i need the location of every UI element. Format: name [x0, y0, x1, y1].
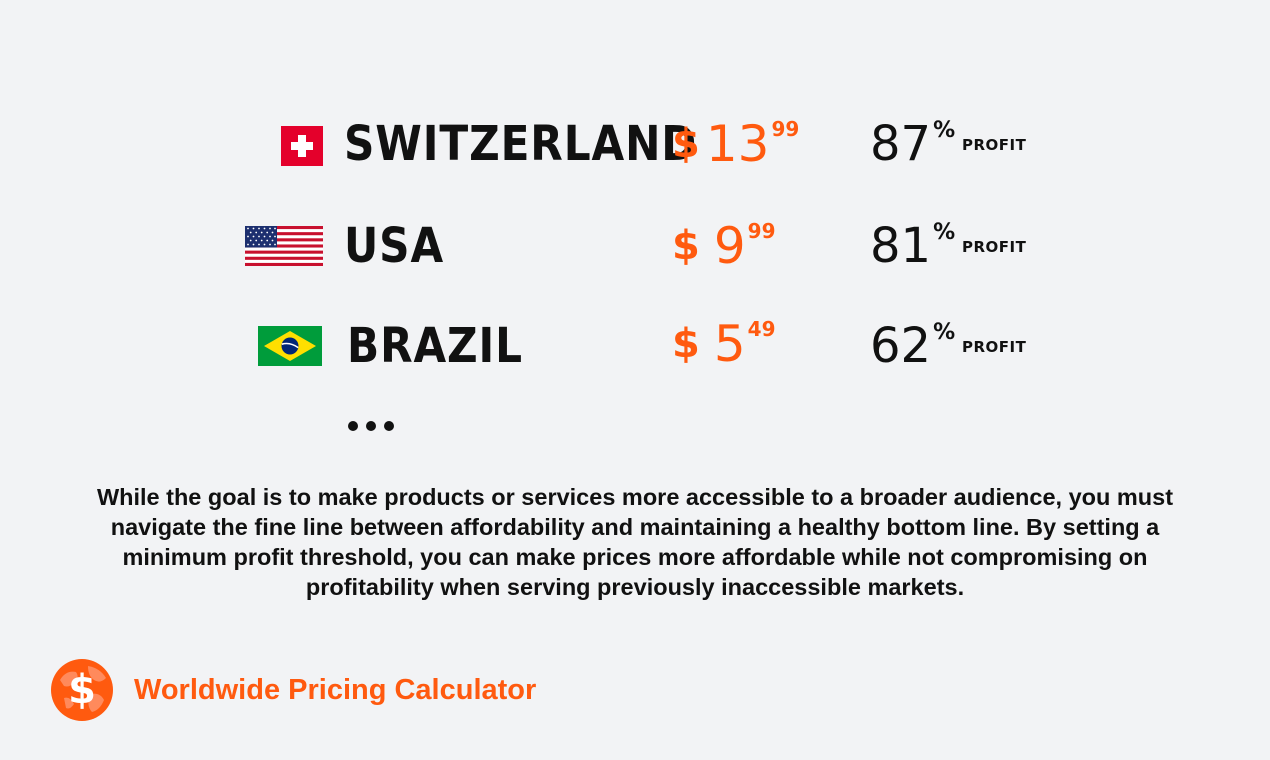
price-currency: $ [672, 121, 700, 167]
percent-sign: % [933, 118, 956, 143]
brazil-flag-icon [258, 326, 322, 366]
profit-label: PROFIT [962, 136, 1027, 154]
more-ellipsis [348, 418, 402, 436]
svg-text:$: $ [68, 667, 96, 713]
profit-percentage: 87% PROFIT [870, 116, 1026, 172]
price-integer: 5 [713, 315, 746, 373]
country-name: BRAZIL [347, 318, 523, 374]
ellipsis-dot [384, 421, 394, 431]
ellipsis-dot [366, 421, 376, 431]
brand-name: Worldwide Pricing Calculator [134, 674, 537, 706]
price-integer: 9 [713, 217, 746, 275]
country-name: SWITZERLAND [344, 116, 698, 172]
pricing-row-brazil: BRAZIL $5 49 62% PROFIT [0, 312, 1270, 392]
globe-dollar-icon: $ [51, 659, 113, 721]
profit-percentage: 62% PROFIT [870, 318, 1026, 374]
price-cents: 49 [747, 317, 776, 341]
profit-percent-value: 81 [870, 218, 932, 274]
price: $13 99 [672, 116, 799, 172]
usa-flag-icon [245, 226, 323, 266]
description-text: While the goal is to make products or se… [96, 484, 1174, 600]
country-name: USA [344, 218, 445, 274]
profit-percent-value: 62 [870, 318, 932, 374]
ellipsis-dot [348, 421, 358, 431]
price: $5 49 [672, 316, 776, 372]
percent-sign: % [933, 320, 956, 345]
price-cents: 99 [747, 219, 776, 243]
profit-label: PROFIT [962, 338, 1027, 356]
pricing-row-usa: USA $9 99 81% PROFIT [0, 212, 1270, 292]
price-integer: 13 [705, 115, 770, 173]
profit-percent-value: 87 [870, 116, 932, 172]
switzerland-flag-icon [281, 126, 323, 166]
pricing-row-switzerland: SWITZERLAND $13 99 87% PROFIT [0, 112, 1270, 192]
profit-percentage: 81% PROFIT [870, 218, 1026, 274]
price-currency: $ [672, 223, 700, 269]
percent-sign: % [933, 220, 956, 245]
price-cents: 99 [771, 117, 800, 141]
profit-label: PROFIT [962, 238, 1027, 256]
price: $9 99 [672, 218, 776, 274]
price-currency: $ [672, 321, 700, 367]
